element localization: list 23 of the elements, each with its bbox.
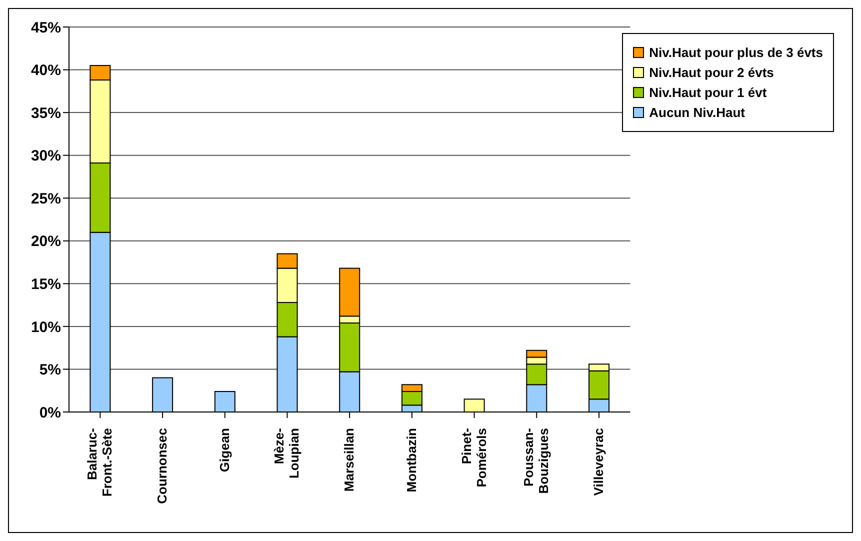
y-tick-label: 15% <box>30 276 61 293</box>
x-tick-label: Villeveyrac <box>590 428 606 496</box>
y-tick-label: 20% <box>30 233 61 250</box>
y-tick-label: 35% <box>30 104 61 122</box>
legend-label: Niv.Haut pour plus de 3 évts <box>649 45 823 60</box>
x-tick-label: Marseillan <box>342 428 357 492</box>
y-tick-label: 10% <box>30 318 61 336</box>
y-tick-label: 45% <box>30 19 61 36</box>
x-tick-label: Poussan- Bouzigues <box>521 428 552 494</box>
x-tick-label: Gigean <box>216 428 232 472</box>
y-tick-label: 5% <box>39 362 61 379</box>
y-tick-label: 30% <box>30 148 61 165</box>
legend-label: Aucun Niv.Haut <box>649 105 745 120</box>
x-tick-label: Balaruc- Front.-Sète <box>84 428 115 497</box>
legend-label: Niv.Haut pour 2 évts <box>649 65 774 80</box>
x-tick-label: Mèze- Loupian <box>272 428 302 479</box>
x-tick-label: Montbazin <box>404 428 419 492</box>
y-tick-label: 0% <box>39 404 61 422</box>
x-tick-label: Pinet- Pomérols <box>458 428 489 488</box>
y-tick-label: 25% <box>30 190 61 208</box>
legend-label: Niv.Haut pour 1 évt <box>649 85 767 100</box>
y-tick-label: 40% <box>30 62 61 80</box>
x-tick-label: Cournonsec <box>154 428 170 504</box>
